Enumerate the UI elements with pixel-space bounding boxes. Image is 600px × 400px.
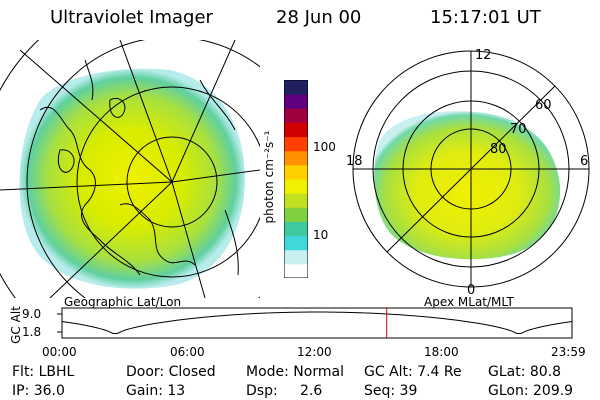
x-tick-label-2359: 23:59 <box>551 345 586 359</box>
latitude-circle <box>76 86 260 278</box>
colorbar-segment <box>284 122 308 138</box>
meridian-line <box>119 40 173 183</box>
colorbar-tick-label-100: 100 <box>313 140 336 154</box>
gc-alt-status: GC Alt: 7.4 Re <box>364 364 462 380</box>
coastline <box>109 97 126 118</box>
altitude-timeline: GC Alt 9.0 1.8 00:00 06:00 12:00 18:00 2… <box>9 306 586 359</box>
dsp-label: Dsp: <box>246 383 278 399</box>
geographic-map <box>0 40 260 298</box>
colorbar-segment <box>284 235 308 251</box>
meridian-line <box>49 181 173 298</box>
colorbar-segment <box>284 164 308 180</box>
meridian-line <box>171 181 206 298</box>
colorbar-segment <box>284 179 308 194</box>
color-scale-bar <box>284 80 308 278</box>
gain-status: Gain: 13 <box>126 383 186 399</box>
mlt-label-12: 12 <box>475 48 492 63</box>
colorbar-tick-label-10: 10 <box>313 228 329 242</box>
timeline-frame <box>61 307 573 339</box>
colorbar-segment <box>284 136 308 152</box>
coastline <box>224 209 239 276</box>
app-title: Ultraviolet Imager <box>50 7 213 28</box>
glon-status: GLon: 209.9 <box>488 383 574 399</box>
mlt-line <box>470 85 556 170</box>
meridian-line <box>171 40 236 183</box>
coastline <box>58 149 75 173</box>
colorbar-segment <box>284 221 308 237</box>
filter-status: Flt: LBHL <box>12 364 75 380</box>
latitude-circle <box>126 136 218 228</box>
coastline <box>39 107 141 276</box>
meridian-line <box>19 49 173 183</box>
mlat-label-60: 60 <box>535 98 552 113</box>
mode-status: Mode: Normal <box>246 364 344 380</box>
date-label: 28 Jun 00 <box>276 7 362 28</box>
dsp-value: 2.6 <box>300 383 323 399</box>
colorbar-segment <box>284 80 308 95</box>
colorbar-segment <box>284 263 308 278</box>
colorbar-segment <box>284 193 308 208</box>
coastline <box>119 203 196 266</box>
coastline <box>84 59 94 101</box>
colorbar-segment <box>284 150 308 166</box>
colorbar-unit-label: photon cm⁻²s⁻¹ <box>262 130 276 224</box>
colorbar-segment <box>284 207 308 222</box>
x-tick-label-0000: 00:00 <box>42 345 77 359</box>
magnetic-polar-plot: 12 18 6 0 60 70 80 <box>346 48 590 295</box>
meridian-line <box>0 181 173 191</box>
geographic-caption: Geographic Lat/Lon <box>64 295 182 309</box>
y-tick-label-1.8: 1.8 <box>22 325 41 339</box>
seq-status: Seq: 39 <box>364 383 418 399</box>
magnetic-caption: Apex MLat/MLT <box>424 295 514 309</box>
coastline <box>199 79 236 131</box>
time-label: 15:17:01 UT <box>430 7 541 28</box>
mlat-label-70: 70 <box>510 122 527 137</box>
x-tick-label-1800: 18:00 <box>424 345 459 359</box>
timeline-axis-label: GC Alt <box>9 306 23 344</box>
ip-status: IP: 36.0 <box>12 383 65 399</box>
latitude-circle <box>26 40 260 298</box>
x-tick-label-0600: 06:00 <box>170 345 205 359</box>
colorbar-segment <box>284 94 308 109</box>
aurora-image-geographic <box>19 68 245 289</box>
mlt-label-0: 0 <box>467 283 475 295</box>
door-status: Door: Closed <box>126 364 216 380</box>
y-tick-label-9: 9.0 <box>22 307 41 321</box>
mlat-label-80: 80 <box>490 142 507 157</box>
meridian-line <box>171 169 260 183</box>
mlt-label-6: 6 <box>580 154 588 169</box>
colorbar-segment <box>284 249 308 265</box>
mlt-line <box>386 168 472 253</box>
colorbar-segment <box>284 108 308 123</box>
x-tick-label-1200: 12:00 <box>297 345 332 359</box>
altitude-curve <box>61 311 573 334</box>
glat-status: GLat: 80.8 <box>488 364 562 380</box>
mlt-label-18: 18 <box>346 154 363 169</box>
